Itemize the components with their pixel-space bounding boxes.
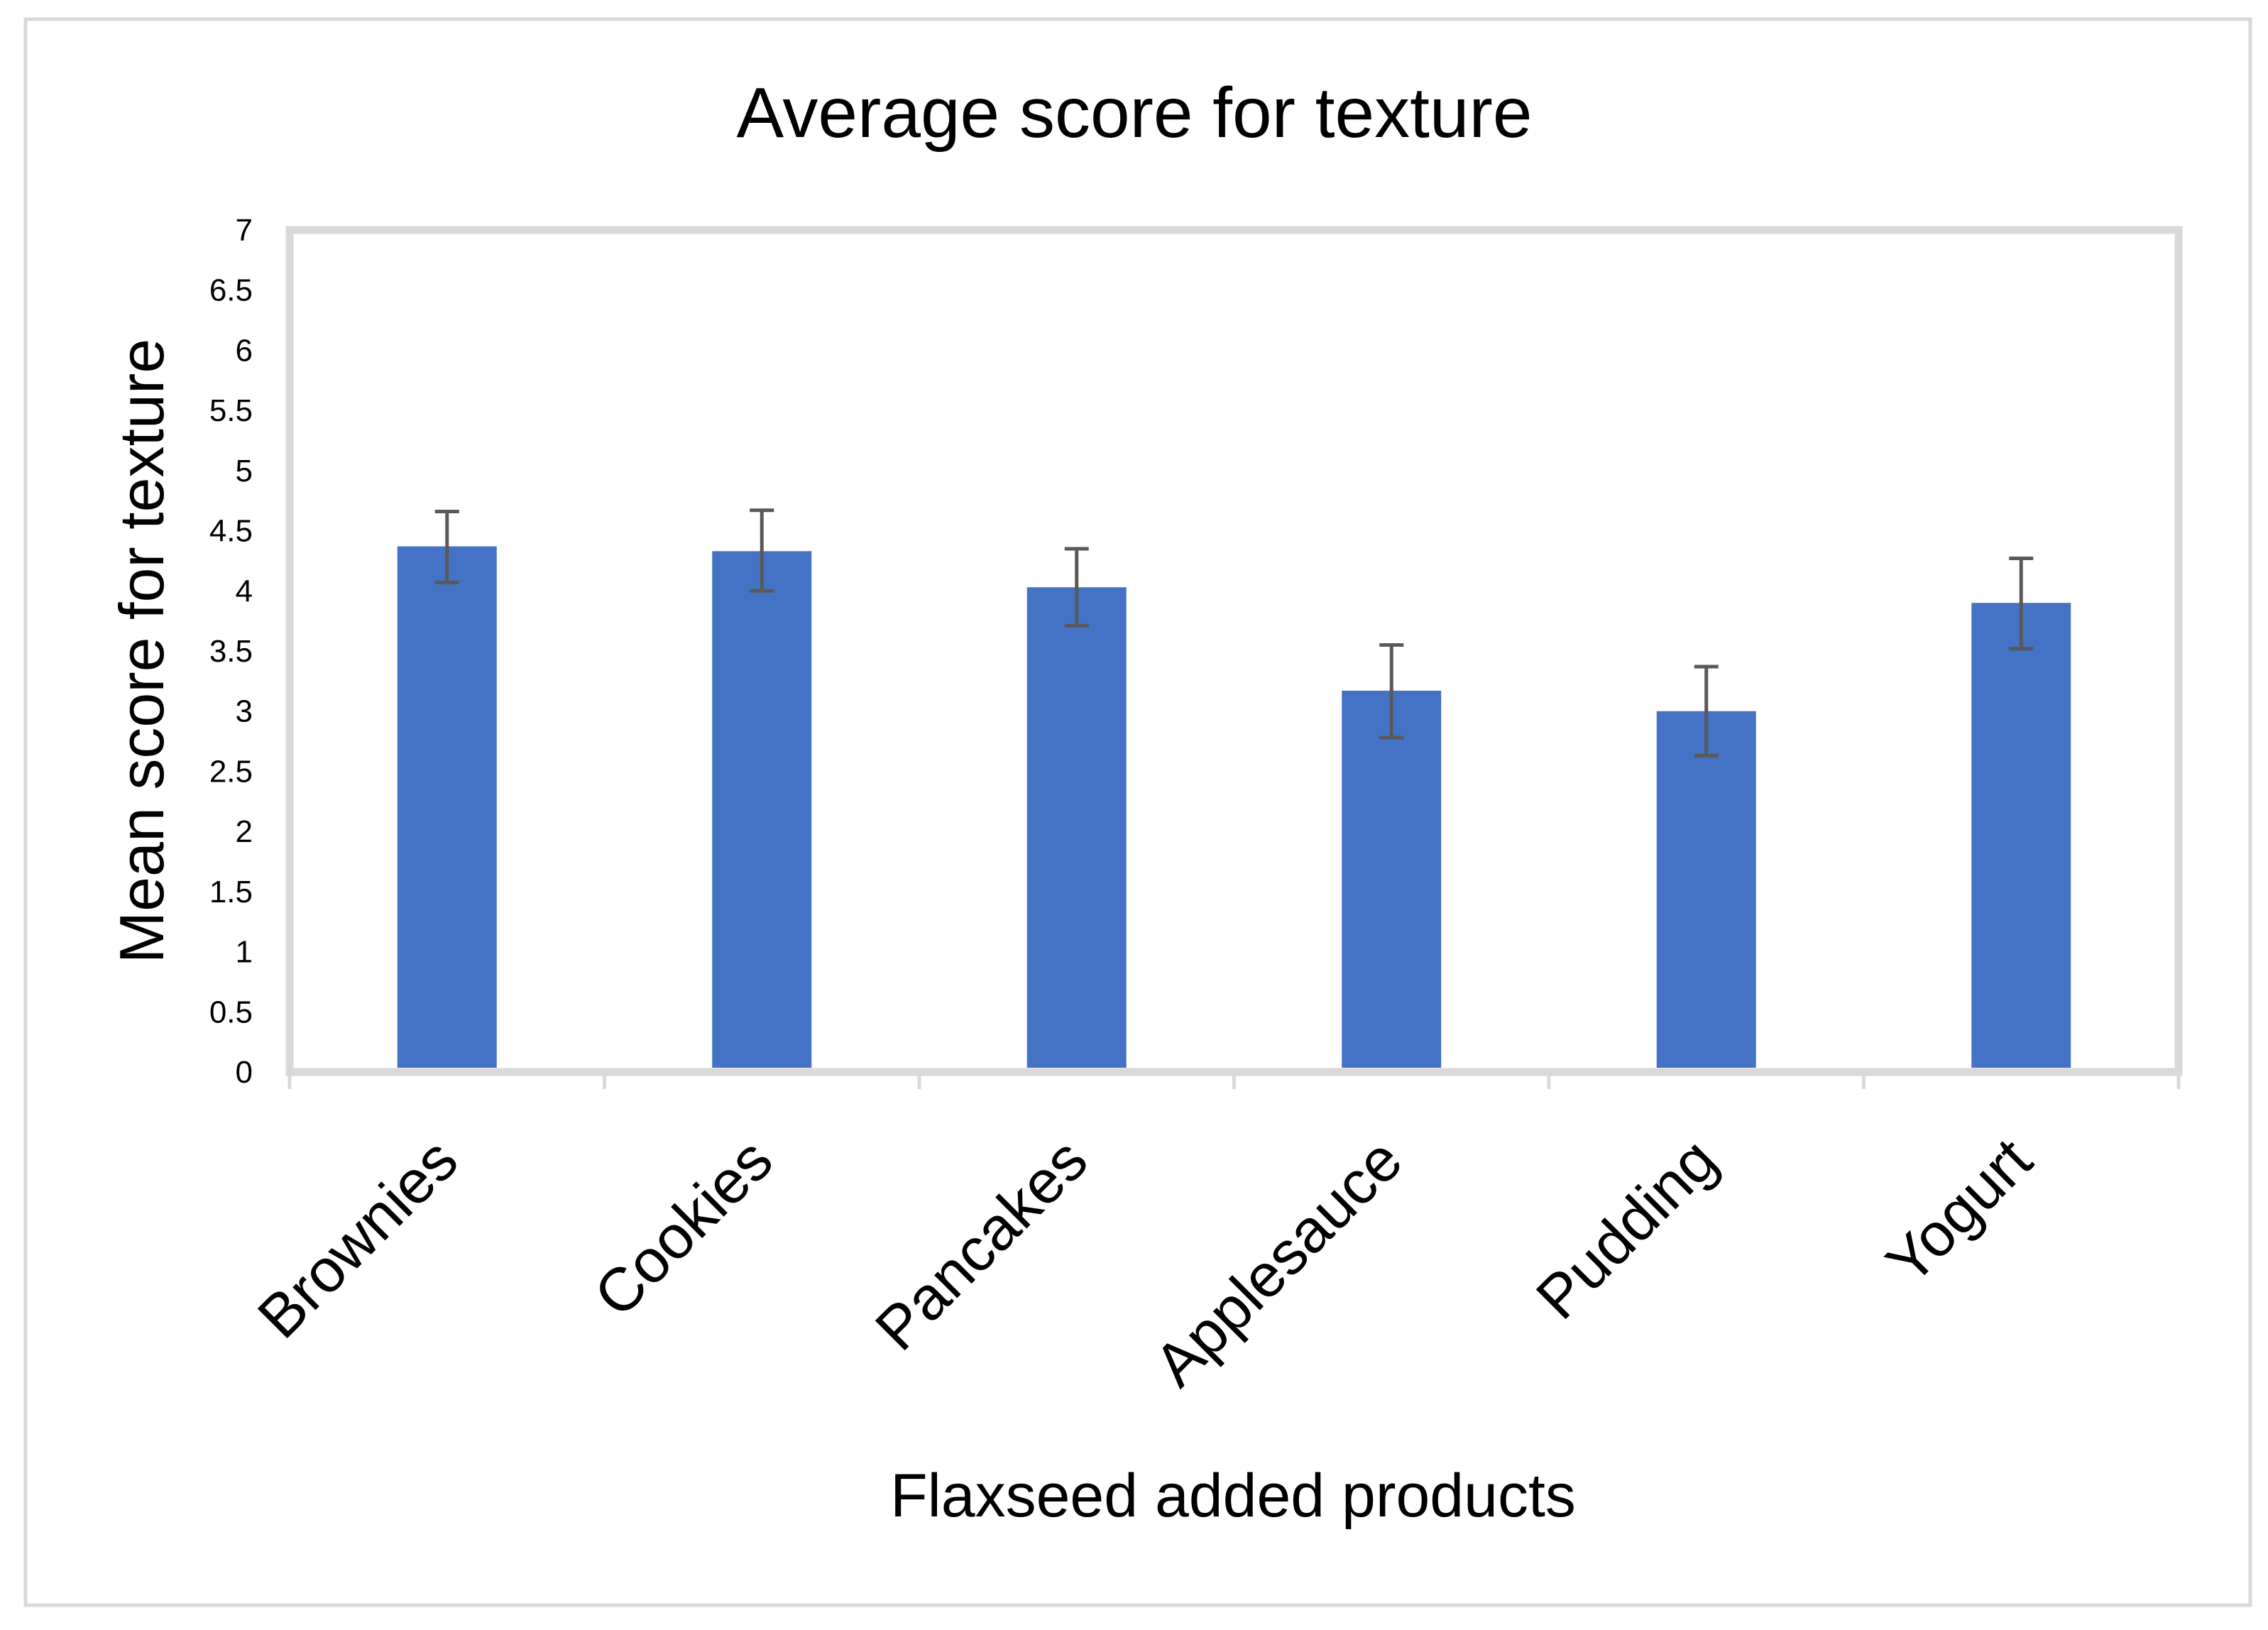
- bar-brownies: [397, 546, 497, 1068]
- y-tick-label: 5: [236, 454, 253, 488]
- y-axis-ticks: 0 0.5 1 1.5 2 2.5 3 3.5 4 4.5 5 5.5 6 6.5 7: [209, 213, 253, 1090]
- error-bar-cookies: [750, 508, 774, 593]
- y-tick-label: 5.5: [209, 393, 253, 428]
- error-bar-pudding: [1694, 664, 1719, 757]
- bar-cookies: [712, 551, 812, 1068]
- y-tick-label: 2: [236, 814, 253, 849]
- error-bar-applesauce: [1379, 643, 1404, 740]
- bar-yogurt: [1971, 603, 2071, 1068]
- y-tick-label: 1.5: [209, 875, 253, 909]
- bar-pudding: [1656, 711, 1756, 1068]
- y-tick-label: 3.5: [209, 634, 253, 669]
- bars: [397, 546, 2071, 1068]
- y-axis-title: Mean score for texture: [106, 339, 177, 963]
- y-tick-label: 6.5: [209, 273, 253, 308]
- error-bar-yogurt: [2009, 557, 2034, 651]
- error-bars: [434, 508, 2034, 757]
- y-tick-label: 1: [236, 935, 253, 970]
- chart-title: Average score for texture: [737, 73, 1533, 153]
- y-tick-label: 2.5: [209, 754, 253, 789]
- bar-pancakes: [1026, 587, 1127, 1068]
- y-tick-label: 0: [236, 1055, 253, 1090]
- error-bar-brownies: [434, 509, 459, 584]
- y-tick-label: 3: [236, 694, 253, 729]
- y-tick-label: 6: [236, 333, 253, 368]
- x-axis-ticks: [287, 1072, 2181, 1089]
- y-tick-label: 4.5: [209, 514, 253, 549]
- x-axis-title: Flaxseed added products: [890, 1462, 1576, 1530]
- y-tick-label: 4: [236, 574, 253, 608]
- error-bar-pancakes: [1064, 547, 1089, 628]
- y-tick-label: 7: [236, 213, 253, 248]
- y-tick-label: 0.5: [209, 995, 253, 1029]
- bar-applesauce: [1342, 690, 1442, 1068]
- chart-outer-border: [23, 17, 2252, 1607]
